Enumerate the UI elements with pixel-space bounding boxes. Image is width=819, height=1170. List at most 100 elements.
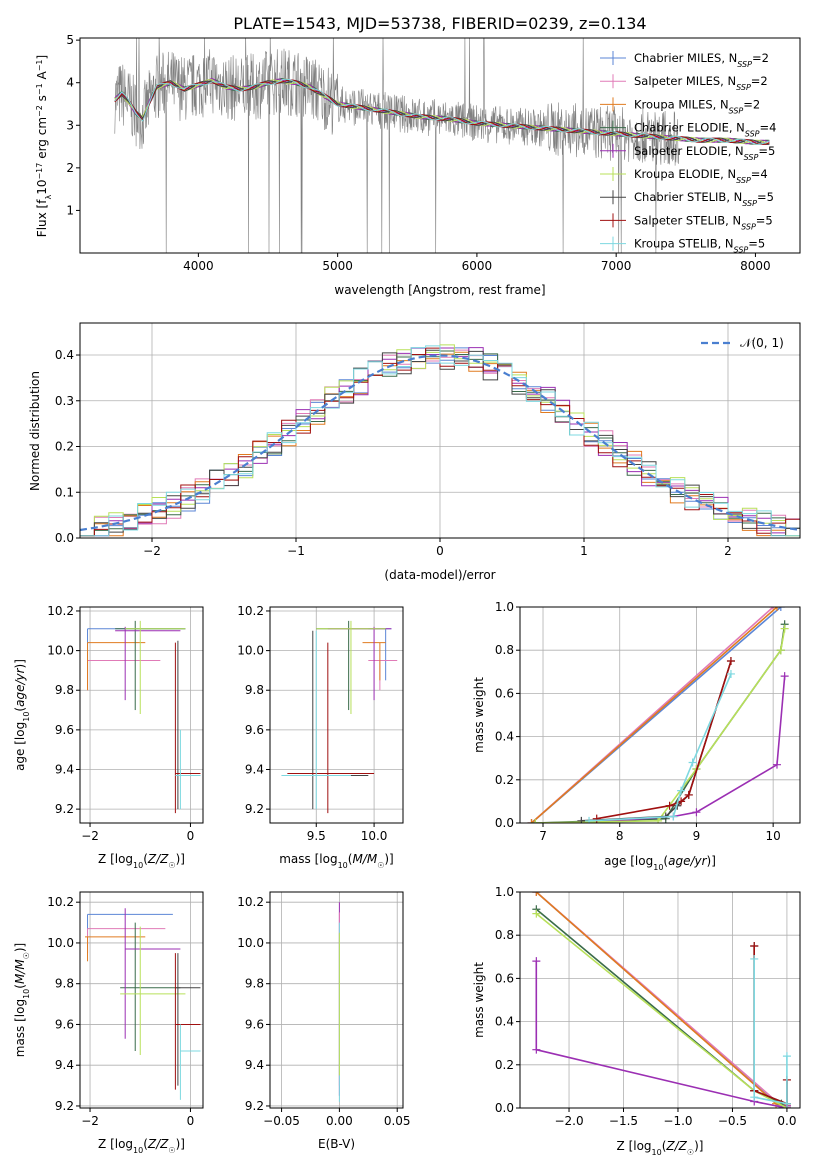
- mass-weight-marker: [527, 819, 536, 823]
- gaussian-curve: [80, 354, 800, 532]
- error-point: [125, 620, 186, 715]
- plot-area: [87, 620, 201, 814]
- mass-weight-marker: [772, 760, 781, 769]
- mass-weight-marker: [677, 786, 686, 795]
- mass-weight-marker: [532, 1045, 541, 1054]
- panel-age_vs_mass: 9.5 10.0 9.2 9.4 9.6 9.8 10.0 10.2 mass [log10(M…: [237, 604, 404, 870]
- plot-area: [85, 908, 201, 1100]
- x-tick-label: 9.5: [307, 829, 326, 843]
- legend-entry: Chabrier STELIB, NSSP=5: [634, 190, 774, 208]
- x-tick-label: −0.05: [263, 1114, 300, 1128]
- y-tick-label: 9.8: [245, 977, 264, 991]
- mass-weight-marker: [592, 814, 601, 823]
- age_vs_Z-y-label: age [log10(age/yr)]: [13, 659, 31, 771]
- x-tick-label: 5000: [322, 259, 353, 273]
- x-tick-label: −1: [287, 544, 305, 558]
- error-point: [281, 630, 369, 810]
- x-tick-label: 8000: [740, 259, 771, 273]
- error-point: [175, 953, 201, 1086]
- y-tick-label: 10.0: [237, 936, 264, 950]
- y-tick-label: 0.0: [495, 816, 514, 830]
- y-tick-label: 0.1: [55, 485, 74, 499]
- y-tick-label: 10.2: [237, 895, 264, 909]
- y-tick-label: 0.2: [495, 1058, 514, 1072]
- legend-entry: Kroupa MILES, NSSP=2: [634, 97, 760, 115]
- legend-entry: Salpeter ELODIE, NSSP=5: [634, 144, 775, 162]
- error-point: [115, 626, 181, 701]
- y-tick-label: 10.2: [47, 604, 74, 618]
- x-tick-label: 0.0: [777, 1114, 796, 1128]
- legend-entry: Kroupa STELIB, NSSP=5: [634, 237, 765, 255]
- y-tick-label: 0.6: [495, 686, 514, 700]
- error-point: [174, 642, 201, 814]
- y-tick-label: 2: [66, 161, 74, 175]
- y-tick-label: 3: [66, 118, 74, 132]
- y-tick-label: 9.8: [245, 683, 264, 697]
- x-tick-label: −2.0: [554, 1114, 583, 1128]
- figure-title: PLATE=1543, MJD=53738, FIBERID=0239, z=0…: [233, 14, 646, 33]
- y-tick-label: 0.2: [55, 440, 74, 454]
- legend-entry: Kroupa ELODIE, NSSP=4: [634, 167, 768, 185]
- y-tick-label: 10.0: [237, 644, 264, 658]
- y-tick-label: 0.8: [495, 928, 514, 942]
- mass-weight-marker: [782, 1052, 791, 1061]
- mass-weight-line: [588, 673, 732, 822]
- y-tick-label: 0.6: [495, 971, 514, 985]
- y-tick-label: 9.6: [245, 723, 264, 737]
- mass_vs_EBV-x-label: E(B-V): [318, 1137, 355, 1151]
- mass-weight-line: [753, 946, 788, 1105]
- y-tick-label: 9.6: [55, 723, 74, 737]
- mass-weight-marker: [782, 1099, 791, 1108]
- y-tick-label: 9.8: [55, 977, 74, 991]
- error-point: [175, 729, 201, 810]
- error-point: [316, 620, 386, 715]
- spectrum-model-line: [114, 78, 770, 145]
- x-tick-label: 10: [766, 829, 781, 843]
- y-tick-label: 9.4: [55, 762, 74, 776]
- y-tick-label: 10.2: [47, 895, 74, 909]
- error-point: [87, 628, 186, 691]
- mass-weight-marker: [531, 819, 540, 823]
- y-tick-label: 0.2: [495, 773, 514, 787]
- spectrum-y-label: Flux [fλ10−17 erg cm−2 s−1 A−1]: [35, 55, 53, 237]
- x-tick-label: 7: [539, 829, 547, 843]
- x-tick-label: −0.5: [718, 1114, 747, 1128]
- plot-area: [281, 620, 398, 814]
- mass_vs_Z-x-label: Z [log10(Z/Z☉)]: [98, 1137, 185, 1155]
- x-tick-label: 7000: [601, 259, 632, 273]
- y-tick-label: 9.6: [245, 1017, 264, 1031]
- x-tick-label: 6000: [462, 259, 493, 273]
- spectrum-data-line: [114, 38, 680, 253]
- mass-weight-marker: [532, 909, 541, 918]
- y-tick-label: 10.0: [47, 936, 74, 950]
- y-tick-label: 9.2: [245, 802, 264, 816]
- mass-weight-marker: [780, 624, 789, 633]
- mass-weight-marker: [750, 954, 759, 963]
- y-tick-label: 9.4: [245, 1058, 264, 1072]
- mass-weight-line: [596, 660, 732, 820]
- mass-weight-marker: [665, 801, 674, 810]
- x-tick-label: 9: [693, 829, 701, 843]
- error-point: [115, 620, 186, 711]
- y-tick-label: 1.0: [495, 885, 514, 899]
- mass-weight-line: [753, 959, 788, 1105]
- y-tick-label: 1.0: [495, 600, 514, 614]
- y-tick-label: 0.0: [55, 531, 74, 545]
- error-point: [124, 908, 181, 1039]
- y-tick-label: 0.8: [495, 643, 514, 657]
- panel-massweight_vs_Z: −2.0 −1.5 −1.0 −0.5 0.0 0.0 0.2 0.4 0.6 0.8 1.0 Z […: [472, 885, 801, 1157]
- x-tick-label: −2: [81, 1114, 99, 1128]
- error-point: [287, 642, 375, 814]
- panel-spectrum: 4000 5000 6000 7000 8000 1 2 3 4 5 wavelength [Ang…: [35, 33, 801, 297]
- x-tick-label: 0: [187, 829, 195, 843]
- mass-weight-marker: [772, 607, 781, 611]
- x-tick-label: 1: [580, 544, 588, 558]
- mass-weight-marker: [669, 812, 678, 821]
- panel-age_vs_Z: −2 0 9.2 9.4 9.6 9.8 10.0 10.2 Z [log10(Z/Z☉)] ag…: [13, 604, 204, 870]
- y-tick-label: 9.6: [55, 1017, 74, 1031]
- x-tick-label: 0: [436, 544, 444, 558]
- mass-weight-marker: [532, 957, 541, 966]
- error-point: [87, 642, 146, 691]
- mass-weight-line: [581, 660, 732, 822]
- massweight_vs_Z-x-label: Z [log10(Z/Z☉)]: [617, 1139, 704, 1157]
